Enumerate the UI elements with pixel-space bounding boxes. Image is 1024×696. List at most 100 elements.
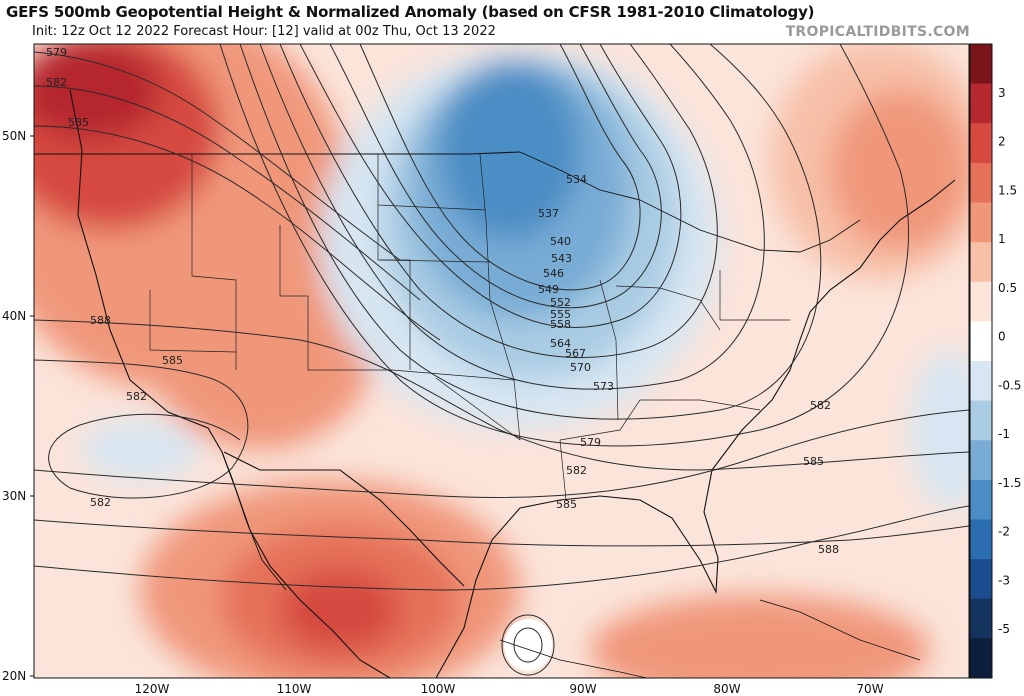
trough-cold-peak (440, 60, 580, 240)
geography (34, 89, 956, 678)
colorbar-swatch (970, 162, 992, 203)
contour-line (513, 627, 543, 663)
colorbar-tick-label: 3 (998, 86, 1006, 100)
height-contours (34, 44, 969, 591)
state-border (599, 279, 721, 421)
colorbar-frame (969, 43, 993, 679)
contour-label: 537 (538, 207, 559, 220)
state-border (719, 270, 790, 321)
colorbar-tick-label: 2 (998, 135, 1006, 149)
colorbar-swatch (970, 479, 992, 520)
lat-label: 20N (2, 669, 26, 683)
contour-line (34, 359, 249, 499)
map-frame (33, 43, 970, 679)
colorbar-swatch (970, 361, 992, 402)
lon-label: 100W (421, 682, 456, 696)
contour-label: 582 (46, 76, 67, 89)
us-mexico-border (223, 451, 465, 587)
state-border (559, 399, 761, 501)
state-border (149, 290, 237, 353)
atlantic-cold-region (910, 350, 969, 510)
state-border (479, 153, 521, 441)
colorbar-tick-label: 1 (998, 232, 1006, 246)
colorbar-swatch (970, 519, 992, 560)
contour-line (34, 505, 969, 591)
contour-label: 567 (565, 347, 586, 360)
colorbar-tick-label: 1.5 (998, 183, 1017, 197)
map-title: GEFS 500mb Geopotential Height & Normali… (6, 3, 815, 21)
contour-label: 582 (126, 390, 147, 403)
contour-label: 588 (818, 543, 839, 556)
contour-label: 546 (543, 267, 564, 280)
colorbar-swatch (970, 202, 992, 243)
colorbar-tick-label: -1.5 (998, 476, 1021, 490)
contour-label: 582 (90, 496, 111, 509)
contour-label: 588 (90, 314, 111, 327)
lat-label: 50N (2, 129, 26, 143)
colorbar (969, 43, 993, 679)
contour-label: 549 (538, 283, 559, 296)
latitude-axis: 50N 40N 30N 20N (2, 129, 34, 683)
contour-line (359, 44, 641, 291)
lon-label: 110W (277, 682, 312, 696)
contour-label: 555 (550, 308, 571, 321)
lat-label: 30N (2, 489, 26, 503)
contour-label: 585 (803, 455, 824, 468)
contour-label: 570 (570, 361, 591, 374)
colorbar-swatch (970, 281, 992, 322)
longitude-axis: 120W 110W 100W 90W 80W 70W (135, 682, 884, 696)
mexico-warm-peak (280, 570, 400, 650)
map-subtitle: Init: 12z Oct 12 2022 Forecast Hour: [12… (32, 24, 496, 39)
pacific-cold-low (80, 420, 200, 480)
colorbar-swatch (970, 321, 992, 362)
colorbar-swatch (970, 638, 992, 679)
colorbar-swatch (970, 559, 992, 600)
lon-label: 120W (135, 682, 170, 696)
us-canada-border (34, 151, 521, 155)
contour-line (239, 44, 822, 420)
contour-line (34, 319, 969, 471)
colorbar-tick-label: -1 (998, 427, 1010, 441)
southwest-warm-region (140, 210, 380, 450)
colorbar-tick-label: -5 (998, 622, 1010, 636)
colorbar-tick-label: -2 (998, 525, 1010, 539)
contour-label: 552 (550, 296, 571, 309)
contour-label: 585 (68, 116, 89, 129)
anomaly-field (34, 44, 969, 678)
contour-label: 585 (162, 354, 183, 367)
contour-line (329, 44, 662, 309)
caribbean-warm-region (590, 595, 930, 678)
contour-labels: 579 582 585 588 585 582 582 534 537 540 … (46, 46, 839, 556)
watermark: TROPICALTIDBITS.COM (785, 24, 970, 40)
contour-label: 540 (550, 235, 571, 248)
contour-label: 582 (810, 399, 831, 412)
contour-label: 585 (556, 498, 577, 511)
state-border (377, 204, 521, 441)
contour-line (501, 614, 555, 676)
contour-label: 579 (580, 436, 601, 449)
baja-peninsula (221, 451, 287, 591)
contour-line (219, 44, 909, 447)
contour-line (299, 44, 682, 328)
colorbar-tick-label: 0.5 (998, 281, 1017, 295)
gulf-atlantic-coastline (435, 179, 956, 678)
gulf-low-contours (501, 614, 555, 676)
gulf-low-center (504, 619, 552, 671)
lat-label: 40N (2, 309, 26, 323)
yucatan-coast (499, 639, 649, 678)
contour-label: 579 (46, 46, 67, 59)
colorbar-tick-label: 0 (998, 330, 1006, 344)
colorbar-swatch (970, 123, 992, 164)
contour-line (34, 409, 969, 498)
contour-line (34, 519, 969, 547)
lon-label: 90W (569, 682, 596, 696)
colorbar-swatch (970, 400, 992, 441)
contour-line (34, 125, 441, 341)
colorbar-tick-label: -3 (998, 573, 1010, 587)
colorbar-swatch (970, 440, 992, 481)
state-border (191, 154, 237, 370)
contour-label: 543 (551, 252, 572, 265)
colorbar-swatch (970, 598, 992, 639)
colorbar-labels: 3 2 1.5 1 0.5 0 -0.5 -1 -1.5 -2 -3 -5 (998, 86, 1021, 636)
